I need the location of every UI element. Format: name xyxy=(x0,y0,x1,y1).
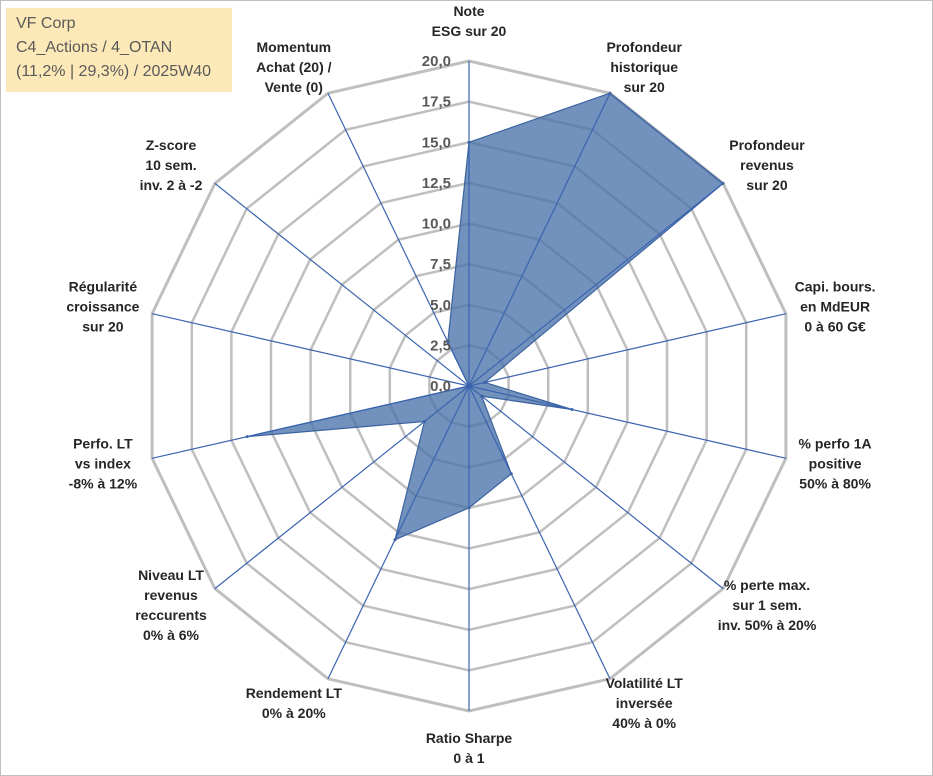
axis-label-line: 0 à 60 G€ xyxy=(804,319,866,335)
axis-spoke xyxy=(214,182,470,387)
axis-label-line: vs index xyxy=(75,456,131,472)
axis-label-line: sur 20 xyxy=(82,319,123,335)
axis-label-line: en MdEUR xyxy=(800,299,870,315)
axis-label-line: Capi. bours. xyxy=(795,279,876,295)
tick-label: 7,5 xyxy=(430,256,451,273)
axis-label: Profondeur revenus sur 20 xyxy=(729,137,805,193)
info-portfolio: C4_Actions / 4_OTAN xyxy=(16,39,173,56)
axis-label-line: 0% à 6% xyxy=(143,627,200,643)
axis-label: Momentum Achat (20) / Vente (0) xyxy=(256,39,332,95)
axis-label-line: 0 à 1 xyxy=(453,750,484,766)
tick-label: 0,0 xyxy=(430,378,451,395)
axis-spoke xyxy=(468,313,787,387)
axis-spoke xyxy=(214,385,470,590)
axis-label-line: positive xyxy=(809,456,862,472)
axis-label-line: 50% à 80% xyxy=(799,476,871,492)
axis-spoke xyxy=(468,385,787,459)
axis-label-line: Profondeur xyxy=(606,39,682,55)
axis-label-line: reccurents xyxy=(135,607,207,623)
axis-label: Z-score 10 sem. inv. 2 à -2 xyxy=(140,137,203,193)
tick-label: 2,5 xyxy=(430,337,451,354)
tick-label: 20,0 xyxy=(422,53,451,70)
axis-label-line: -8% à 12% xyxy=(69,476,138,492)
axis-label: Capi. bours. en MdEUR 0 à 60 G€ xyxy=(795,279,876,335)
axis-label-line: ESG sur 20 xyxy=(432,23,507,39)
axis-label: % perfo 1A positive 50% à 80% xyxy=(799,436,872,492)
axis-spoke xyxy=(327,385,470,680)
axis-label-line: revenus xyxy=(740,157,794,173)
tick-label: 10,0 xyxy=(422,216,451,233)
axis-label-line: Profondeur xyxy=(729,137,805,153)
axis-label-line: Ratio Sharpe xyxy=(426,730,513,746)
axis-label-line: Momentum xyxy=(256,39,331,55)
axis-label-line: inv. 50% à 20% xyxy=(718,617,817,633)
axis-label: Niveau LT revenus reccurents 0% à 6% xyxy=(135,567,207,643)
axis-label: % perte max. sur 1 sem. inv. 50% à 20% xyxy=(718,577,817,633)
info-company: VF Corp xyxy=(16,15,76,32)
axis-label-line: inv. 2 à -2 xyxy=(140,177,203,193)
axis-spoke xyxy=(327,92,470,387)
axis-label-line: Note xyxy=(453,3,484,19)
axis-label: Ratio Sharpe 0 à 1 xyxy=(426,730,513,766)
axis-label-line: Achat (20) / xyxy=(256,59,332,75)
axis-label-line: revenus xyxy=(144,587,198,603)
axis-label-line: croissance xyxy=(66,299,139,315)
axis-label: Rendement LT 0% à 20% xyxy=(246,685,343,721)
axis-label-line: Vente (0) xyxy=(265,79,323,95)
axis-label-line: sur 20 xyxy=(624,79,665,95)
axis-label-line: % perte max. xyxy=(724,577,810,593)
axis-label-line: 0% à 20% xyxy=(262,705,326,721)
axis-spoke xyxy=(468,182,724,387)
axis-label-line: 10 sem. xyxy=(145,157,196,173)
axis-label: Régularité croissance sur 20 xyxy=(66,279,139,335)
axis-label-line: % perfo 1A xyxy=(799,436,872,452)
axis-spoke xyxy=(151,385,470,459)
axis-spoke xyxy=(468,385,724,590)
info-box: VF Corp C4_Actions / 4_OTAN (11,2% | 29,… xyxy=(6,8,232,92)
axis-label-line: Régularité xyxy=(69,279,138,295)
axis-label-line: Volatilité LT xyxy=(606,675,684,691)
tick-label: 5,0 xyxy=(430,297,451,314)
tick-label: 15,0 xyxy=(422,134,451,151)
tick-label: 17,5 xyxy=(422,94,451,111)
axis-label-line: Niveau LT xyxy=(138,567,204,583)
axis-spoke xyxy=(151,313,470,387)
axis-label-line: Rendement LT xyxy=(246,685,343,701)
axis-spoke xyxy=(468,92,611,387)
axis-label-line: sur 1 sem. xyxy=(732,597,801,613)
axis-label-line: Perfo. LT xyxy=(73,436,133,452)
axis-label-line: 40% à 0% xyxy=(612,715,676,731)
axis-label: Profondeur historique sur 20 xyxy=(606,39,682,95)
axis-label-line: historique xyxy=(610,59,678,75)
axis-label-line: inversée xyxy=(616,695,673,711)
axis-label: Perfo. LT vs index -8% à 12% xyxy=(69,436,138,492)
axis-label: Volatilité LT inversée 40% à 0% xyxy=(606,675,684,731)
axis-spoke xyxy=(468,385,611,680)
tick-label: 12,5 xyxy=(422,175,451,192)
axis-label: Note ESG sur 20 xyxy=(432,3,507,39)
axis-label-line: Z-score xyxy=(146,137,197,153)
series-area-vf-corp xyxy=(247,92,725,541)
axis-label-line: sur 20 xyxy=(746,177,787,193)
info-stats: (11,2% | 29,3%) / 2025W40 xyxy=(16,63,212,80)
